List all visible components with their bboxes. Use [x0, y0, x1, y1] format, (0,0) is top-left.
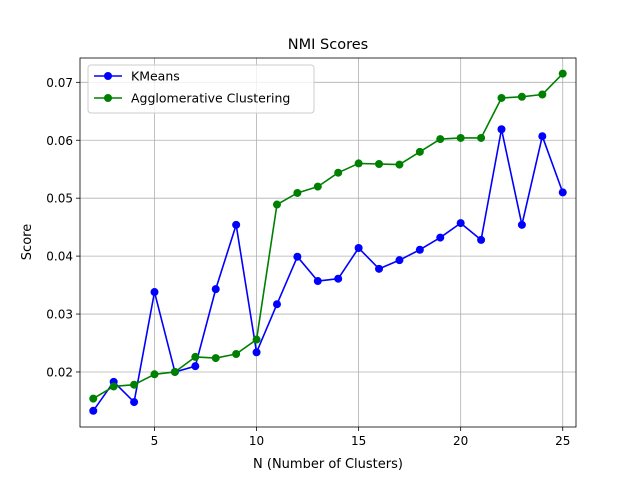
legend-box — [87, 64, 315, 114]
legend-marker-agglomerative-clustering — [104, 94, 112, 102]
data-point-agglomerative-clustering — [477, 133, 486, 142]
data-point-agglomerative-clustering — [395, 160, 404, 169]
y-axis-label: Score — [20, 224, 35, 260]
data-point-agglomerative-clustering — [354, 159, 363, 168]
data-point-agglomerative-clustering — [436, 135, 445, 144]
data-point-agglomerative-clustering — [538, 90, 547, 99]
data-point-agglomerative-clustering — [415, 147, 424, 156]
x-tick-label: 15 — [351, 434, 366, 448]
y-tick-label: 0.06 — [46, 134, 73, 148]
data-point-agglomerative-clustering — [170, 367, 179, 376]
data-point-agglomerative-clustering — [497, 93, 506, 102]
legend: KMeans Agglomerative Clustering — [87, 64, 315, 114]
data-point-agglomerative-clustering — [558, 69, 567, 78]
x-tick-label: 25 — [555, 434, 570, 448]
y-tick-label: 0.03 — [46, 308, 73, 322]
data-point-agglomerative-clustering — [375, 160, 384, 169]
data-point-kmeans — [436, 233, 445, 242]
data-point-agglomerative-clustering — [232, 350, 241, 359]
data-point-kmeans — [211, 285, 220, 294]
legend-label-agglomerative-clustering: Agglomerative Clustering — [131, 91, 290, 106]
data-point-kmeans — [313, 277, 322, 286]
data-point-kmeans — [354, 244, 363, 253]
data-point-agglomerative-clustering — [252, 335, 261, 344]
data-point-agglomerative-clustering — [334, 168, 343, 177]
chart-title: NMI Scores — [288, 37, 368, 53]
data-point-kmeans — [130, 398, 139, 407]
plot-frame — [79, 57, 577, 428]
grid — [80, 58, 576, 427]
data-point-kmeans — [191, 362, 200, 371]
data-point-kmeans — [293, 252, 302, 261]
data-point-agglomerative-clustering — [456, 133, 465, 142]
x-tick-label: 10 — [249, 434, 264, 448]
data-point-agglomerative-clustering — [150, 370, 159, 379]
data-point-kmeans — [89, 406, 98, 415]
data-point-kmeans — [252, 348, 261, 357]
data-point-kmeans — [538, 132, 547, 141]
x-tick-label: 5 — [151, 434, 159, 448]
y-tick-label: 0.04 — [46, 250, 73, 264]
legend-marker-kmeans — [104, 72, 112, 80]
data-point-kmeans — [456, 219, 465, 228]
legend-label-kmeans: KMeans — [131, 69, 180, 84]
y-tick-label: 0.02 — [46, 365, 73, 379]
data-point-kmeans — [497, 125, 506, 134]
series-line-kmeans — [92, 128, 564, 412]
data-point-kmeans — [334, 274, 343, 283]
data-point-agglomerative-clustering — [191, 352, 200, 361]
y-tick-label: 0.05 — [46, 192, 73, 206]
data-point-kmeans — [415, 245, 424, 254]
axis-ticks: 5 10 15 20 25 0.02 0.03 0.04 0.05 0.06 0.07 — [46, 76, 570, 448]
data-point-kmeans — [232, 220, 241, 229]
data-point-agglomerative-clustering — [130, 380, 139, 389]
data-point-kmeans — [150, 288, 159, 297]
data-point-kmeans — [375, 264, 384, 273]
series-layer — [89, 69, 567, 415]
x-tick-label: 20 — [453, 434, 468, 448]
data-point-agglomerative-clustering — [272, 200, 281, 209]
data-point-agglomerative-clustering — [313, 182, 322, 191]
data-point-kmeans — [558, 188, 567, 197]
y-tick-label: 0.07 — [46, 76, 73, 90]
data-point-agglomerative-clustering — [293, 188, 302, 197]
x-axis-label: N (Number of Clusters) — [253, 457, 403, 472]
data-point-kmeans — [477, 235, 486, 244]
data-point-agglomerative-clustering — [517, 92, 526, 101]
data-point-kmeans — [272, 300, 281, 309]
data-point-kmeans — [517, 220, 526, 229]
data-point-kmeans — [395, 256, 404, 265]
data-point-agglomerative-clustering — [109, 382, 118, 391]
data-point-agglomerative-clustering — [211, 354, 220, 363]
data-point-agglomerative-clustering — [89, 394, 98, 403]
